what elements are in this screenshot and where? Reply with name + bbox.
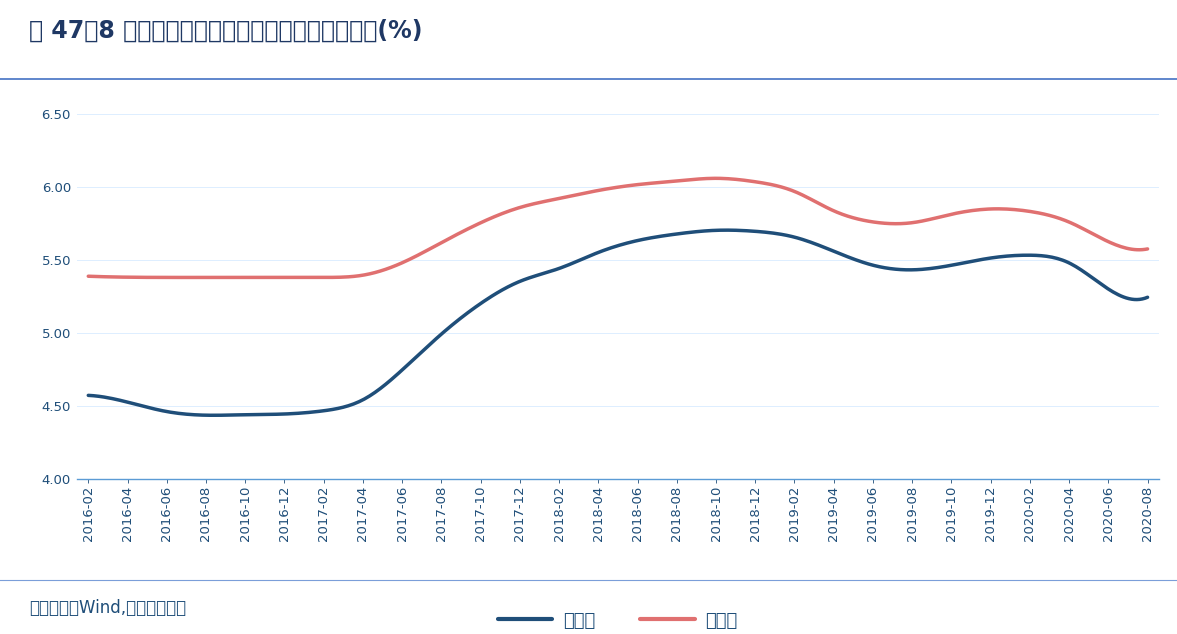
Text: 图 47：8 月首套和二套房贷利率连续第九个月下行(%): 图 47：8 月首套和二套房贷利率连续第九个月下行(%) <box>29 19 423 43</box>
Legend: 首套房, 二套房: 首套房, 二套房 <box>491 604 745 634</box>
Text: 资料来源：Wind,申万宏源研究: 资料来源：Wind,申万宏源研究 <box>29 599 186 617</box>
